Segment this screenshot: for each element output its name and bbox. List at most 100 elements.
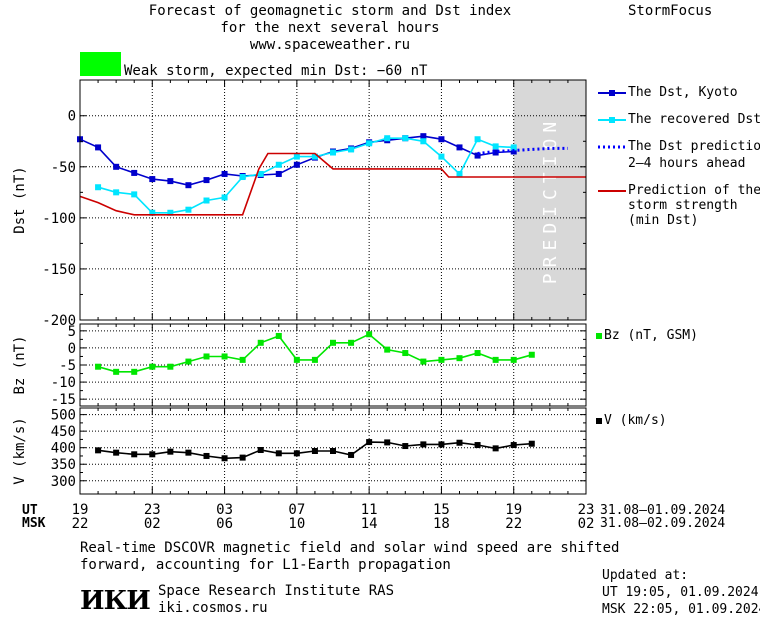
y-tick-label: 300 (51, 474, 76, 490)
data-point (275, 170, 282, 177)
ut-tick-label: 23 (144, 502, 161, 518)
data-point (402, 350, 409, 357)
data-point (492, 356, 499, 363)
data-point (149, 451, 156, 458)
legend-mark-v-marker (596, 418, 602, 424)
msk-tick-label: 22 (505, 516, 522, 532)
data-point (311, 356, 318, 363)
data-point (456, 170, 463, 177)
ut-tick-label: 11 (361, 502, 378, 518)
legend-mark-bz-marker (596, 333, 602, 339)
data-point (510, 356, 517, 363)
data-point (402, 135, 409, 142)
data-point (131, 451, 138, 458)
data-point (420, 441, 427, 448)
data-point (293, 161, 300, 168)
y-tick-label: -100 (42, 211, 76, 227)
data-point (492, 149, 499, 156)
data-point (384, 439, 391, 446)
data-point (203, 452, 210, 459)
storm-level-swatch (80, 52, 121, 76)
legend-prediction-line2: 2–4 hours ahead (628, 156, 746, 171)
legend-strength-line1: Prediction of the (628, 183, 760, 198)
legend-v: V (km/s) (604, 413, 667, 428)
data-point (420, 138, 427, 145)
data-point (293, 356, 300, 363)
data-point (167, 178, 174, 185)
prediction-band (513, 80, 586, 320)
data-point (510, 442, 517, 449)
data-point (366, 439, 373, 446)
ut-axis-label: UT (22, 503, 38, 518)
brand-name: StormFocus (628, 3, 713, 19)
updated-ut: UT 19:05, 01.09.2024 (602, 585, 759, 600)
data-point (257, 447, 264, 454)
data-point (311, 448, 318, 454)
data-point (149, 209, 156, 216)
legend-mark-dst-marker (609, 90, 615, 96)
msk-tick-label: 22 (72, 516, 89, 532)
data-point (113, 449, 120, 456)
data-point (293, 153, 300, 160)
legend-recovered-dst: The recovered Dst (628, 112, 760, 127)
institute-url[interactable]: iki.cosmos.ru (158, 600, 268, 616)
data-point (348, 146, 355, 153)
data-point (438, 136, 445, 143)
data-point (203, 177, 210, 184)
data-point (275, 161, 282, 168)
data-point (528, 351, 535, 358)
ut-tick-label: 23 (578, 502, 595, 518)
data-point (239, 174, 246, 181)
y-axis-title: Bz (nT) (12, 335, 28, 394)
data-point (239, 454, 246, 461)
footer-note-line1: Real-time DSCOVR magnetic field and sola… (80, 540, 620, 556)
legend-strength-line2: storm strength (628, 198, 738, 213)
y-axis-title: V (km/s) (12, 417, 28, 484)
data-point (402, 443, 409, 450)
data-point (185, 358, 192, 365)
data-point (131, 368, 138, 375)
data-point (221, 194, 228, 201)
series-line (97, 137, 514, 214)
data-point (348, 451, 355, 458)
storm-level-label: Weak storm, expected min Dst: −60 nT (124, 63, 428, 79)
data-point (330, 339, 336, 346)
ut-tick-label: 03 (216, 502, 233, 518)
data-point (275, 450, 282, 457)
data-point (185, 449, 192, 456)
data-point (275, 332, 282, 339)
chart-title-line1: Forecast of geomagnetic storm and Dst in… (148, 3, 512, 19)
data-point (167, 448, 174, 455)
legend-mark-recovered-marker (609, 117, 615, 123)
y-tick-label: -50 (51, 160, 76, 176)
data-point (221, 170, 228, 177)
data-point (167, 363, 174, 370)
data-point (510, 144, 517, 151)
chart-title-line2: for the next several hours (220, 20, 440, 36)
data-point (221, 353, 228, 360)
data-point (113, 368, 120, 375)
msk-tick-label: 02 (578, 516, 595, 532)
data-point (203, 353, 210, 360)
data-point (474, 442, 481, 449)
data-point (420, 133, 427, 140)
series-line (477, 146, 568, 155)
data-point (167, 209, 174, 216)
data-point (185, 206, 192, 213)
data-point (149, 176, 156, 183)
series-line (97, 333, 533, 373)
data-point (474, 350, 481, 357)
y-tick-label: -200 (42, 313, 76, 329)
site-link[interactable]: www.spaceweather.ru (249, 37, 411, 53)
legend-strength-line3: (min Dst) (628, 213, 699, 228)
data-point (438, 356, 445, 363)
data-point (203, 197, 210, 204)
data-point (492, 143, 499, 150)
data-point (384, 346, 391, 353)
data-point (330, 149, 336, 156)
iki-logo: ИКИ (80, 586, 151, 616)
data-point (456, 355, 463, 362)
ut-date-range: 31.08–01.09.2024 (600, 503, 726, 518)
data-point (456, 439, 463, 446)
